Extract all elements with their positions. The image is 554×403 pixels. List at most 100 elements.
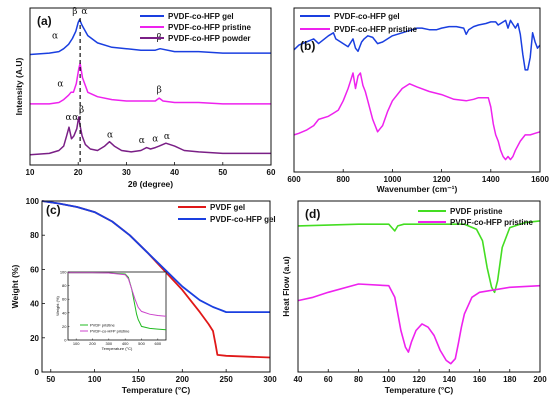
inset-plot: 100 200 300 400 500 600 0 20 40 60 80 100 Temperatur… [55,270,167,351]
inset-x-tick-label-4: 500 [138,341,145,346]
legend-label-3-1: PVDF-co-HFP pristine [450,218,534,227]
x-axis-title-d: Temperature (°C) [385,385,454,395]
x-tick-label-1-4: 1400 [482,175,500,184]
x-tick-label-0-2: 30 [122,168,131,177]
x-tick-label-3-7: 180 [503,375,517,384]
x-axis-title-b: Wavenumber (cm⁻¹) [377,184,458,194]
x-tick-label-1-2: 1000 [384,175,402,184]
y-tick-label-2-2: 40 [30,300,39,309]
peak-annotation-6: α [66,113,72,123]
x-tick-label-2-2: 150 [132,375,146,384]
x-tick-label-1-3: 1200 [433,175,451,184]
legend-3: PVDF pristine PVDF-co-HFP pristine [418,207,534,227]
series-line-3-0 [297,220,541,294]
series-line-2-1 [41,200,270,313]
inset-y-tick-label-3: 60 [62,297,67,302]
x-tick-label-3-5: 140 [443,375,457,384]
inset-x-axis-title: Temperature (°C) [102,346,133,351]
x-tick-label-1-0: 600 [287,175,301,184]
x-tick-label-3-4: 120 [412,375,426,384]
panel-a: αβαβαβααβαααα1020304050602θ (degree)Inte… [14,7,276,189]
x-tick-label-2-3: 200 [176,375,190,384]
peak-annotation-11: α [152,135,158,145]
y-tick-label-2-3: 60 [30,265,39,274]
legend-label-2-1: PVDF-co-HFP gel [210,215,276,224]
y-axis-title-d: Heat Flow (a.u) [281,256,291,317]
x-tick-label-0-3: 40 [170,168,179,177]
inset-series-line-1 [68,272,167,317]
series-line-3-1 [297,283,541,365]
x-tick-label-3-2: 80 [354,375,363,384]
series-line-0-0 [29,18,271,56]
series-line-1-0 [293,19,541,71]
x-tick-label-1-5: 1600 [531,175,549,184]
panel-label-0: (a) [37,14,52,28]
legend-label-3-0: PVDF pristine [450,207,503,216]
inset-x-tick-label-2: 300 [105,341,112,346]
inset-y-axis-title: Weight (%) [55,295,60,315]
x-tick-label-0-4: 50 [218,168,227,177]
legend-label-0-0: PVDF-co-HFP gel [168,12,234,21]
inset-y-tick-label-4: 80 [62,283,67,288]
legend-label-1-0: PVDF-co-HFP gel [334,12,400,21]
legend-2: PVDF gel PVDF-co-HFP gel [178,203,276,224]
legend-label-0-2: PVDF-co-HFP powder [168,34,251,43]
inset-x-tick-label-0: 100 [73,341,80,346]
inset-y-tick-label-1: 20 [62,324,67,329]
peak-annotation-10: α [139,136,145,146]
plot-frame-1 [293,7,541,173]
y-axis-title-a: Intensity (A.U) [14,58,24,116]
inset-legend-label-0: PVDF pristine [90,323,115,328]
y-tick-label-2-4: 80 [30,231,39,240]
x-axis-title-a: 2θ (degree) [128,179,173,189]
series-line-0-2 [29,116,271,156]
plot-frame-2 [41,200,271,373]
series-line-1-1 [293,72,541,161]
legend-0: PVDF-co-HFP gel PVDF-co-HFP pristine PVDF-… [140,12,252,43]
legend-label-2-0: PVDF gel [210,203,245,212]
legend-label-0-1: PVDF-co-HFP pristine [168,23,252,32]
inset-y-tick-label-0: 0 [64,338,67,343]
peak-annotation-9: α [107,130,113,140]
inset-x-tick-label-3: 400 [122,341,129,346]
x-tick-label-3-6: 160 [473,375,487,384]
x-tick-label-0-0: 10 [26,168,35,177]
x-tick-label-2-4: 250 [219,375,233,384]
panel-label-1: (b) [300,39,315,53]
inset-y-tick-label-2: 40 [62,310,67,315]
peak-annotation-1: β [72,7,77,17]
panel-d: 40 60 80 100 120 140 160 180 200 Temperature (°C)… [281,200,547,395]
peak-annotation-12: α [164,132,170,142]
legend-1: PVDF-co-HFP gel PVDF-co-HFP pristine [300,12,418,34]
y-tick-label-2-0: 0 [35,368,40,377]
peak-annotation-5: β [157,85,162,95]
peak-annotation-0: α [52,32,58,42]
x-tick-label-3-1: 60 [324,375,333,384]
inset-x-tick-label-1: 200 [89,341,96,346]
x-axis-title-c: Temperature (°C) [122,385,191,395]
peak-annotation-8: β [79,106,84,116]
y-tick-label-2-5: 100 [26,197,40,206]
panel-label-2: (c) [46,203,61,217]
x-tick-label-1-1: 800 [337,175,351,184]
peak-annotation-7: α [72,113,78,123]
plot-frame-0 [29,7,272,166]
panel-b: 600 800 1000 1200 1400 1600 Wavenumber (cm⁻¹) [287,7,549,194]
y-axis-title-c: Weight (%) [10,264,20,308]
y-tick-label-2-1: 20 [30,334,39,343]
x-tick-label-0-1: 20 [74,168,83,177]
inset-x-tick-label-5: 600 [154,341,161,346]
inset-y-tick-label-5: 100 [60,270,67,275]
panel-c: 50 100 150 200 250 300020406080100Temperature… [10,197,277,395]
x-tick-label-2-5: 300 [263,375,277,384]
x-tick-label-2-0: 50 [46,375,55,384]
panel-label-3: (d) [305,207,320,221]
x-tick-label-3-0: 40 [294,375,303,384]
x-tick-label-2-1: 100 [88,375,102,384]
series-line-0-1 [30,62,271,105]
inset-legend-label-1: PVDF-co-HFP pristine [90,329,130,334]
x-tick-label-3-3: 100 [382,375,396,384]
legend-label-1-1: PVDF-co-HFP pristine [334,25,418,34]
x-tick-label-0-5: 60 [267,168,276,177]
